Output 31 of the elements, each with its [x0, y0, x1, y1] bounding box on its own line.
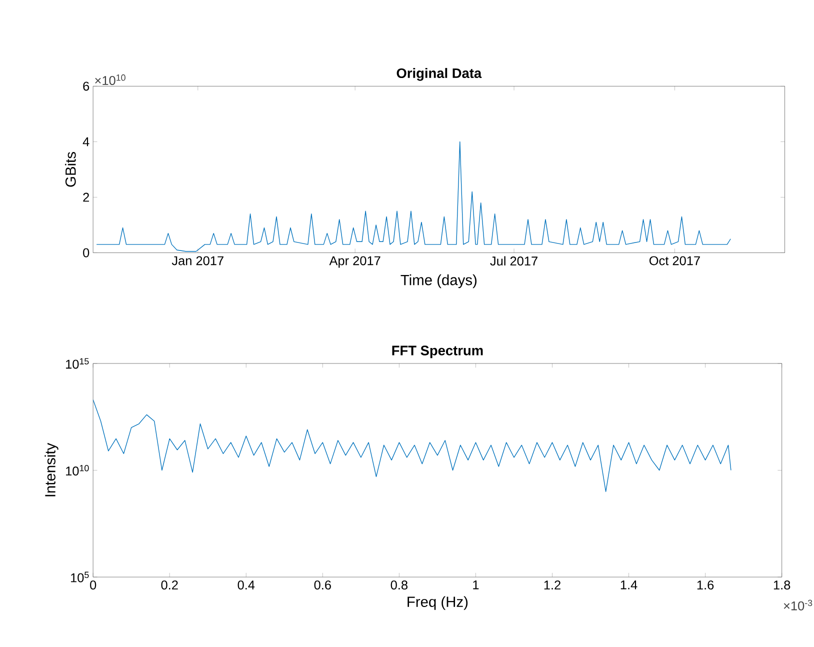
text: ×10$^{-3}$ [784, 600, 812, 611]
x-tick-label: 0.8 [390, 580, 408, 590]
x-tick-label: 1.6 [697, 580, 714, 590]
x-tick-label: 1 [473, 580, 479, 590]
x-tick-label: 1.4 [620, 580, 638, 590]
y-tick-label: 10$^{10}$ [66, 465, 89, 476]
x-tick-label: Jan 2017 [172, 256, 224, 266]
x-tick-label: Jul 2017 [490, 256, 538, 266]
x-tick-label: 0.4 [238, 580, 255, 590]
y-tick-label: 10$^{5}$ [70, 572, 89, 582]
x-axis-title: Freq (Hz) [408, 596, 468, 610]
y-tick-label: 4 [82, 138, 90, 146]
y-tick-label: 2 [83, 192, 89, 202]
chart-title: Original Data [396, 68, 482, 82]
y-tick-label: 0 [83, 248, 90, 258]
x-tick-label: Oct 2017 [649, 256, 700, 266]
y-axis-title: Intensity [44, 443, 58, 496]
x-tick-label: 0.2 [161, 580, 178, 590]
line-series [93, 400, 732, 492]
text: ×10$^{10}$ [95, 74, 126, 86]
x-tick-label: 1.2 [544, 580, 560, 590]
x-tick-label: 0.6 [314, 580, 331, 590]
y-tick-label: 10$^{15}$ [66, 358, 89, 369]
y-axis-title: GBits [65, 152, 76, 187]
x-axis-title: Time (days) [400, 274, 476, 288]
x-tick-label: Apr 2017 [329, 256, 380, 268]
y-tick-label: 6 [83, 82, 90, 91]
x-tick-label: 1.8 [774, 580, 790, 590]
x-tick-label: 0 [90, 580, 96, 590]
line-series [96, 142, 731, 252]
chart-title: FFT Spectrum [392, 346, 483, 358]
